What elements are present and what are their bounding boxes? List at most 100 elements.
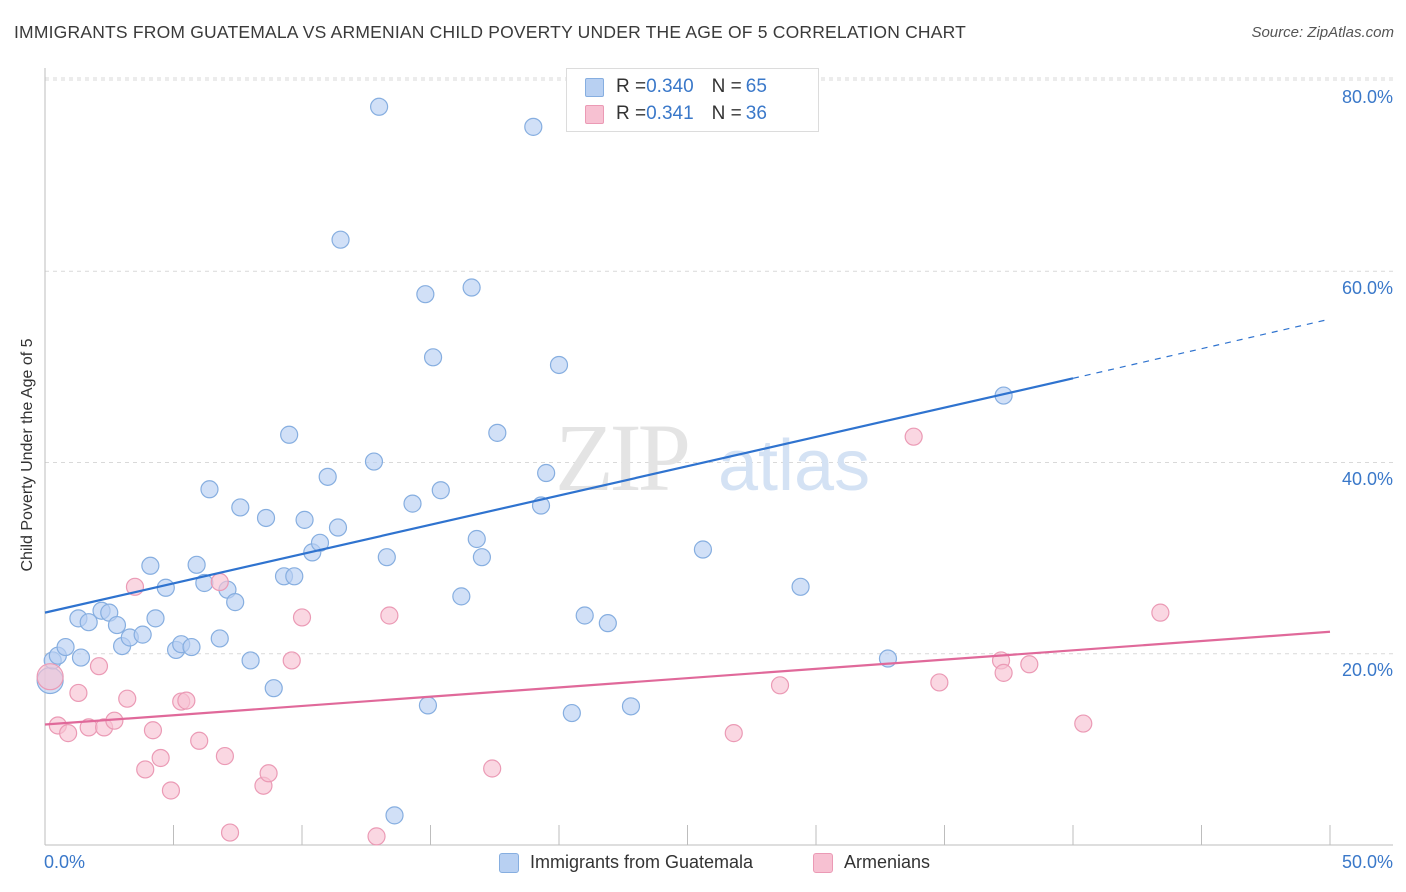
- guatemala-point: [146, 609, 165, 628]
- watermark-atlas: atlas: [718, 426, 870, 506]
- legend-r-value: 0.341: [646, 103, 694, 124]
- legend-n-label: N =: [711, 103, 742, 124]
- guatemala-point: [231, 498, 250, 517]
- guatemala-point: [537, 463, 556, 483]
- guatemala-point: [285, 567, 304, 586]
- guatemala-point: [200, 480, 219, 499]
- guatemala-point: [210, 629, 229, 648]
- armenian-point: [220, 823, 240, 842]
- watermark-zip: ZIP: [555, 404, 688, 511]
- guatemala-point: [226, 593, 245, 612]
- source-label: Source: ZipAtlas.com: [1251, 24, 1394, 41]
- y-tick-label-40: 40.0%: [1341, 469, 1393, 489]
- guatemala-point: [467, 529, 486, 549]
- guatemala-point: [182, 637, 201, 657]
- bottom-legend-guatemala[interactable]: Immigrants from Guatemala: [499, 852, 753, 873]
- guatemala-point: [452, 587, 471, 606]
- guatemala-point: [562, 703, 581, 723]
- guatemala-point: [418, 696, 438, 715]
- legend-r-label: R =: [616, 103, 647, 124]
- guatemala-point: [107, 615, 127, 635]
- armenian-point: [210, 572, 229, 592]
- y-tick-label-60: 60.0%: [1341, 278, 1393, 298]
- legend-n-value: 36: [745, 103, 767, 124]
- guatemala-point: [423, 348, 443, 367]
- trend-lines: [44, 318, 1331, 726]
- legend-series-name: Armenians: [844, 852, 931, 872]
- guatemala-point: [79, 613, 98, 632]
- guatemala-point: [71, 648, 91, 667]
- x-tick-label-min: 0.0%: [44, 852, 86, 872]
- guatemala-point: [524, 117, 543, 136]
- bottom-legend-armenians[interactable]: Armenians: [813, 852, 930, 873]
- guatemala-point: [318, 467, 337, 486]
- chart-title: IMMIGRANTS FROM GUATEMALA VS ARMENIAN CH…: [14, 22, 967, 42]
- armenian-point: [190, 731, 209, 750]
- armenian-point: [215, 746, 234, 766]
- armenian-point: [483, 759, 502, 778]
- armenian-point: [367, 827, 386, 846]
- guatemala-point: [621, 697, 641, 716]
- legend-row-armenians: R = 0.341 N = 36: [585, 101, 767, 127]
- guatemala-point: [472, 548, 491, 567]
- armenian-point: [151, 748, 170, 768]
- armenian-trend-line: [44, 630, 1331, 726]
- guatemala-point: [241, 651, 260, 670]
- armenian-point: [1151, 603, 1170, 622]
- armenian-point: [36, 663, 64, 691]
- data-points: [36, 97, 1170, 846]
- armenian-point: [161, 781, 181, 800]
- legend-swatch-blue: [585, 77, 604, 97]
- legend-swatch-pink: [585, 104, 604, 124]
- guatemala-point: [133, 625, 152, 644]
- watermark: ZIP atlas: [555, 404, 870, 511]
- guatemala-point: [431, 481, 450, 500]
- guatemala-point: [156, 578, 175, 597]
- legend-swatch-pink: [813, 852, 833, 873]
- guatemala-point: [187, 555, 206, 574]
- guatemala-point: [141, 556, 160, 575]
- armenian-point: [89, 657, 109, 676]
- guatemala-point: [575, 606, 594, 625]
- armenian-point: [118, 689, 137, 708]
- armenian-point: [1020, 655, 1039, 674]
- guatemala-point: [488, 423, 507, 442]
- guatemala-point: [385, 806, 404, 825]
- stats-legend: R = 0.340 N = 65 R = 0.341 N = 36: [566, 68, 819, 132]
- guatemala-point: [549, 355, 569, 375]
- armenian-point: [1074, 714, 1093, 733]
- guatemala-point: [280, 425, 299, 444]
- guatemala-trend-line: [44, 377, 1074, 614]
- legend-n-value: 65: [745, 76, 767, 97]
- armenian-point: [177, 691, 196, 710]
- armenian-point: [59, 724, 78, 743]
- guatemala-point: [598, 614, 617, 633]
- legend-row-guatemala: R = 0.340 N = 65: [585, 74, 767, 100]
- guatemala-point: [403, 494, 422, 513]
- x-tick-label-max: 50.0%: [1341, 852, 1393, 872]
- guatemala-point: [264, 679, 283, 698]
- guatemala-point: [295, 510, 314, 529]
- guatemala-point: [693, 540, 713, 559]
- legend-swatch-blue: [499, 852, 519, 873]
- guatemala-point: [364, 452, 384, 471]
- guatemala-point: [791, 577, 810, 596]
- guatemala-point: [331, 230, 350, 249]
- guatemala-point: [377, 548, 396, 567]
- guatemala-point: [56, 637, 75, 657]
- armenian-point: [143, 721, 163, 740]
- armenian-point: [724, 724, 743, 743]
- guatemala-point: [416, 285, 435, 304]
- armenian-point: [292, 608, 312, 627]
- legend-n-label: N =: [711, 76, 742, 97]
- guatemala-point: [256, 508, 276, 528]
- armenian-point: [259, 764, 278, 783]
- axes: [44, 68, 1393, 846]
- legend-r-label: R =: [616, 76, 647, 97]
- legend-r-value: 0.340: [646, 76, 694, 97]
- armenian-point: [282, 651, 301, 670]
- guatemala-point: [462, 278, 481, 297]
- armenian-point: [904, 427, 923, 446]
- guatemala-point: [370, 97, 389, 116]
